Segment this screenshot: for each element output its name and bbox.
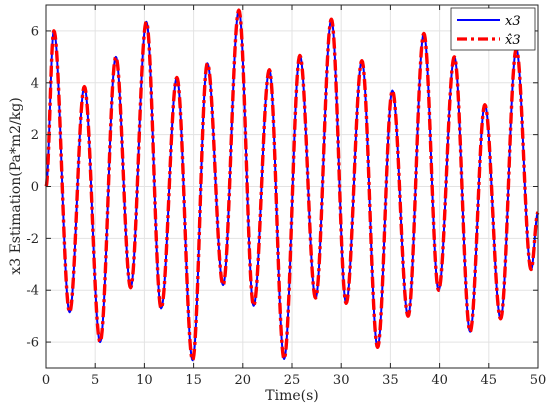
x-tick-label: 10 (136, 373, 153, 388)
x-tick-label: 40 (431, 373, 448, 388)
y-tick-label: 6 (31, 24, 39, 39)
y-tick-label: -6 (26, 336, 39, 351)
y-tick-label: -2 (26, 232, 39, 247)
x-tick-label: 45 (481, 373, 498, 388)
x-tick-label: 30 (333, 373, 350, 388)
x-tick-label: 25 (284, 373, 301, 388)
axis-ticks: 0 5 10 15 20 25 30 35 40 45 50 -6 -4 -2 0 2 4 6 (26, 5, 546, 388)
y-axis-label: x3 Estimation(Pa*m2/kg) (8, 97, 24, 274)
x-axis-label: Time(s) (265, 388, 318, 404)
legend: x3 x̂3 (450, 7, 536, 51)
y-tick-label: 2 (31, 128, 39, 143)
legend-label-x3: x3 (505, 14, 521, 29)
legend-box (450, 7, 536, 51)
series-lines (44, 8, 540, 362)
y-tick-label: 0 (31, 180, 39, 195)
y-tick-label: 4 (31, 76, 39, 91)
x-tick-label: 35 (382, 373, 399, 388)
y-tick-label: -4 (26, 284, 39, 299)
x-tick-label: 15 (185, 373, 202, 388)
x-tick-label: 0 (42, 373, 50, 388)
legend-label-x3-hat: x̂3 (505, 33, 521, 48)
x-tick-label: 50 (530, 373, 547, 388)
series-line-x3-hat (44, 8, 540, 362)
x-tick-label: 20 (235, 373, 252, 388)
x-tick-label: 5 (91, 373, 99, 388)
